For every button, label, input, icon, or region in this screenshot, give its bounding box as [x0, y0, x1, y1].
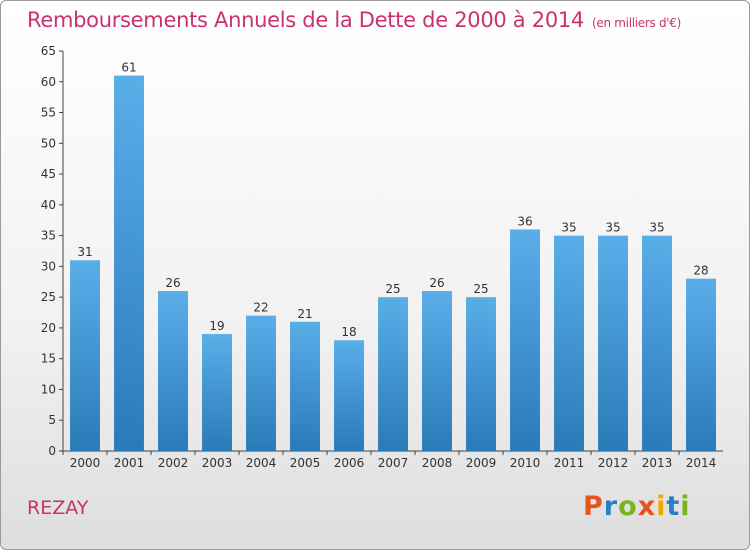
- bar-value-label: 22: [253, 301, 268, 315]
- y-tick-label: 5: [48, 413, 56, 427]
- bar-value-label: 26: [429, 276, 444, 290]
- proxiti-logo: Proxiti: [583, 491, 691, 522]
- bar-value-label: 26: [165, 276, 180, 290]
- x-tick-label: 2014: [686, 456, 717, 470]
- x-tick-label: 2011: [554, 456, 585, 470]
- y-tick-label: 25: [41, 290, 56, 304]
- bar-2006: [334, 340, 364, 451]
- chart-title-text: Remboursements Annuels de la Dette de 20…: [27, 8, 584, 32]
- x-tick-label: 2006: [334, 456, 365, 470]
- bar-2009: [466, 297, 496, 451]
- x-tick-label: 2013: [642, 456, 673, 470]
- y-tick-label: 10: [41, 382, 56, 396]
- bar-value-label: 28: [693, 264, 708, 278]
- bar-value-label: 31: [77, 245, 92, 259]
- y-tick-label: 15: [41, 352, 56, 366]
- y-tick-label: 65: [41, 44, 56, 58]
- bar-2005: [290, 321, 320, 451]
- logo-letter: x: [637, 491, 657, 522]
- bar-value-label: 25: [385, 282, 400, 296]
- x-tick-label: 2004: [246, 456, 277, 470]
- y-tick-label: 60: [41, 75, 56, 89]
- logo-letter: P: [583, 491, 604, 522]
- bar-2011: [554, 235, 584, 451]
- bar-2003: [202, 334, 232, 451]
- bar-value-label: 61: [121, 61, 136, 75]
- commune-name: REZAY: [27, 497, 89, 519]
- x-tick-label: 2000: [70, 456, 101, 470]
- bar-value-label: 35: [649, 221, 664, 235]
- bar-2000: [70, 260, 100, 451]
- y-tick-label: 20: [41, 321, 56, 335]
- y-tick-label: 40: [41, 198, 56, 212]
- bar-value-label: 25: [473, 282, 488, 296]
- y-tick-label: 45: [41, 167, 56, 181]
- x-tick-label: 2008: [422, 456, 453, 470]
- y-tick-label: 50: [41, 136, 56, 150]
- bar-value-label: 21: [297, 307, 312, 321]
- y-tick-label: 55: [41, 106, 56, 120]
- x-tick-label: 2007: [378, 456, 409, 470]
- x-tick-label: 2003: [202, 456, 233, 470]
- y-tick-label: 0: [48, 444, 56, 458]
- logo-letter: r: [603, 491, 619, 522]
- y-tick-label: 35: [41, 229, 56, 243]
- x-tick-label: 2002: [158, 456, 189, 470]
- bar-2007: [378, 297, 408, 451]
- x-tick-label: 2010: [510, 456, 541, 470]
- logo-letter: t: [666, 491, 681, 522]
- bar-2014: [686, 278, 716, 451]
- logo-letter: o: [618, 491, 638, 522]
- x-tick-label: 2001: [114, 456, 145, 470]
- x-tick-label: 2005: [290, 456, 321, 470]
- x-tick-label: 2012: [598, 456, 629, 470]
- bar-2008: [422, 291, 452, 451]
- chart-title: Remboursements Annuels de la Dette de 20…: [27, 8, 681, 32]
- bar-value-label: 36: [517, 214, 532, 228]
- bar-2001: [114, 75, 144, 451]
- bar-2012: [598, 235, 628, 451]
- chart-unit: (en milliers d'€): [592, 16, 682, 30]
- bar-value-label: 35: [561, 221, 576, 235]
- bar-value-label: 19: [209, 319, 224, 333]
- bar-value-label: 18: [341, 325, 356, 339]
- bar-value-label: 35: [605, 221, 620, 235]
- y-tick-label: 30: [41, 259, 56, 273]
- logo-letter: i: [680, 491, 691, 522]
- bar-2002: [158, 291, 188, 451]
- bar-2004: [246, 315, 276, 451]
- logo-letter: i: [656, 491, 667, 522]
- bar-2010: [510, 229, 540, 451]
- bar-2013: [642, 235, 672, 451]
- x-tick-label: 2009: [466, 456, 497, 470]
